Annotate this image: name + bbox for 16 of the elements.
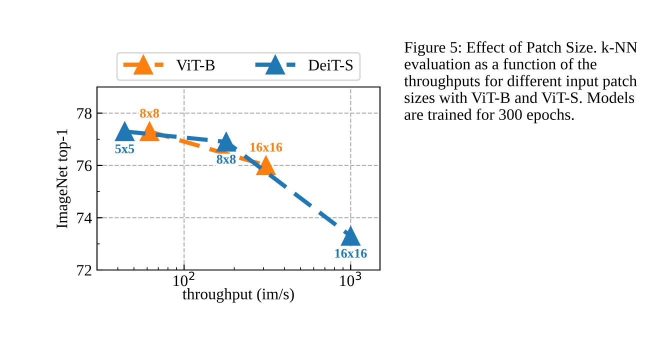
y-axis-title: ImageNet top-1 <box>56 129 71 228</box>
annotation: 8x8 <box>140 108 159 118</box>
annotation: 8x8 <box>216 154 236 164</box>
legend-label: ViT-B <box>176 60 215 71</box>
y-tick-label: 72 <box>77 264 92 276</box>
y-tick-label: 78 <box>77 108 92 119</box>
y-tick-label: 76 <box>77 160 92 172</box>
annotation: 5x5 <box>115 144 134 154</box>
y-tick-label: 74 <box>77 212 92 224</box>
x-tick-label: 10$^{3}$ <box>340 272 362 286</box>
annotation: 16x16 <box>250 142 282 152</box>
x-tick-label: 10$^{2}$ <box>174 272 194 286</box>
caption: Figure 5: Effect of Patch Size. k-NN evaluation as a function of the throughputs for different input patch sizes with ViT-B and ViT-S. Models are trained for 300 epochs. <box>404 41 638 124</box>
legend-label: DeiT-S <box>308 60 353 71</box>
x-axis-title: throughput (im/s) <box>182 288 294 303</box>
annotation: 16x16 <box>335 248 367 258</box>
